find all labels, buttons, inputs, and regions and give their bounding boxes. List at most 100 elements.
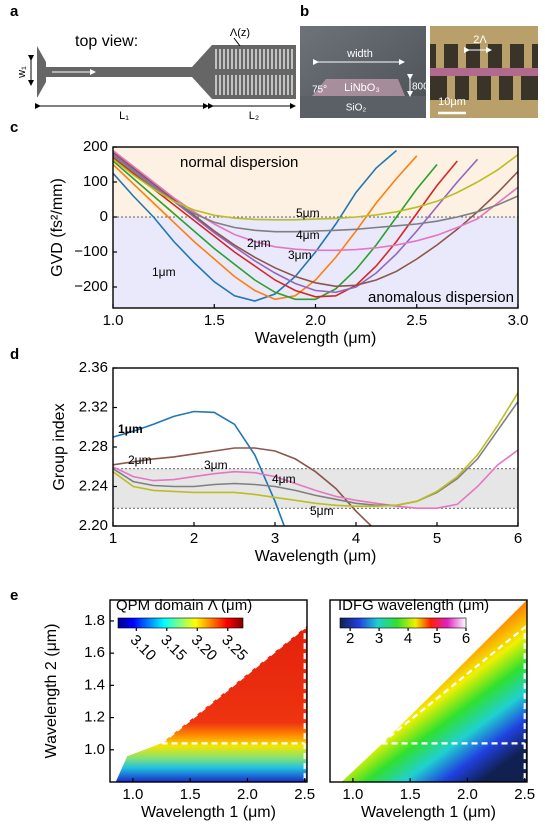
plot-area bbox=[113, 392, 518, 526]
x-tick-label: 5 bbox=[433, 530, 441, 547]
waveguide-band bbox=[430, 68, 538, 76]
y-axis-title: Group index bbox=[51, 403, 68, 490]
scale-label: 10μm bbox=[438, 96, 466, 108]
x-tick-label: 1.0 bbox=[103, 312, 124, 329]
width-label: width bbox=[346, 48, 373, 60]
y-tick-label: 200 bbox=[83, 138, 108, 155]
series-line bbox=[113, 449, 518, 509]
series-line bbox=[113, 447, 373, 526]
x-tick-label: 2.0 bbox=[457, 786, 478, 803]
y-tick-label: −200 bbox=[74, 278, 108, 295]
x-tick-label: 2.0 bbox=[305, 312, 326, 329]
plot-frame bbox=[329, 599, 528, 783]
taper bbox=[192, 45, 212, 99]
electrode-fingers bbox=[215, 49, 293, 95]
colorbar bbox=[117, 617, 244, 629]
y-tick-label: 0 bbox=[100, 208, 108, 225]
x-tick-label: 2.0 bbox=[237, 786, 258, 803]
heatmap-surface bbox=[341, 600, 527, 782]
ridge bbox=[312, 79, 405, 96]
period-label: Λ(z) bbox=[230, 27, 250, 39]
micrographs: width LiNbO₃ 800nm 75° SiO₂ 2Λ 10μm bbox=[300, 26, 538, 118]
series-line bbox=[113, 149, 398, 302]
grating-section bbox=[212, 45, 296, 99]
angle-label: 75° bbox=[312, 85, 327, 96]
y-axis-title: GVD (fs²/mm) bbox=[49, 178, 66, 277]
panel-label: e bbox=[10, 587, 18, 604]
plot-area bbox=[115, 625, 307, 782]
colorbar-label: 3.25 bbox=[218, 632, 251, 665]
x-tick-label: 1 bbox=[109, 530, 117, 547]
colorbar-label: 3.10 bbox=[127, 632, 160, 665]
y-tick-label: −100 bbox=[74, 243, 108, 260]
device-diagram: z top view: Λ(z) w₁ w₂ L₁ L₂ bbox=[16, 27, 319, 122]
panel-label: c bbox=[10, 119, 18, 136]
y-tick-label: 2.24 bbox=[79, 477, 108, 494]
colorbar-title: IDFG wavelength (μm) bbox=[338, 597, 489, 614]
panel-label: d bbox=[10, 346, 19, 363]
x-tick-label: 1.5 bbox=[400, 786, 421, 803]
dashed-boundary bbox=[160, 625, 306, 782]
panel-label: b bbox=[300, 3, 309, 20]
series-label: 3μm bbox=[288, 248, 312, 262]
x-tick-label: 1.5 bbox=[204, 312, 225, 329]
plot-frame bbox=[109, 599, 308, 783]
colorbar-label: 2 bbox=[346, 630, 354, 647]
y-tick-label: 1.8 bbox=[84, 612, 105, 629]
series-label: 5μm bbox=[310, 504, 334, 518]
colorbar-label: 4 bbox=[404, 630, 412, 647]
x-tick-label: 2.5 bbox=[406, 312, 427, 329]
colorbar-label: 3.15 bbox=[157, 632, 190, 665]
series-label: 3μm bbox=[204, 458, 228, 472]
y-tick-label: 2.36 bbox=[79, 359, 108, 376]
colorbar-title: QPM domain Λ (μm) bbox=[116, 597, 252, 614]
L2-label: L₂ bbox=[249, 110, 259, 122]
colorbar-label: 5 bbox=[433, 630, 441, 647]
colorbar-label: 3.20 bbox=[188, 632, 221, 665]
series-label: 1μm bbox=[118, 422, 143, 436]
x-tick-label: 2.5 bbox=[514, 786, 535, 803]
taper-input bbox=[37, 46, 46, 98]
dashed-boundary bbox=[380, 625, 526, 782]
y-axis-title: Wavelength 2 (μm) bbox=[43, 624, 60, 759]
period-label: 2Λ bbox=[473, 34, 487, 46]
z-label: z bbox=[50, 58, 56, 70]
series-label: 2μm bbox=[128, 453, 152, 467]
w1-label: w₁ bbox=[16, 66, 28, 79]
series-line bbox=[113, 401, 518, 507]
y-tick-label: 1.2 bbox=[84, 709, 105, 726]
colorbar-label: 3 bbox=[375, 630, 383, 647]
series-label: 4μm bbox=[272, 472, 296, 486]
x-tick-label: 6 bbox=[514, 530, 522, 547]
height-label: 800nm bbox=[412, 82, 443, 93]
annotation: anomalous dispersion bbox=[368, 289, 514, 306]
panel-label: a bbox=[10, 3, 19, 20]
x-tick-label: 1.0 bbox=[122, 786, 143, 803]
series-line bbox=[113, 155, 518, 233]
substrate-label: SiO₂ bbox=[346, 103, 367, 114]
leader bbox=[233, 37, 241, 47]
series-line bbox=[113, 154, 518, 221]
x-tick-label: 1.5 bbox=[180, 786, 201, 803]
y-tick-label: 1.4 bbox=[84, 676, 105, 693]
x-tick-label: 2 bbox=[190, 530, 198, 547]
y-tick-label: 2.20 bbox=[79, 517, 108, 534]
substrate bbox=[300, 96, 426, 118]
series-label: 1μm bbox=[152, 265, 176, 279]
annotation: normal dispersion bbox=[180, 154, 298, 171]
core-label: LiNbO₃ bbox=[344, 82, 380, 94]
x-tick-label: 1.0 bbox=[342, 786, 363, 803]
L1-label: L₁ bbox=[119, 110, 129, 122]
x-tick-label: 2.5 bbox=[294, 786, 315, 803]
series-line bbox=[113, 156, 458, 298]
shaded-band bbox=[113, 468, 518, 509]
y-tick-label: 2.28 bbox=[79, 438, 108, 455]
series-label: 2μm bbox=[247, 236, 271, 250]
series-label: 5μm bbox=[296, 206, 320, 220]
x-axis-title: Wavelength (μm) bbox=[255, 548, 377, 565]
x-tick-label: 3 bbox=[271, 530, 279, 547]
series-line bbox=[113, 155, 418, 301]
colorbar-label: 6 bbox=[462, 630, 470, 647]
x-tick-label: 4 bbox=[352, 530, 360, 547]
